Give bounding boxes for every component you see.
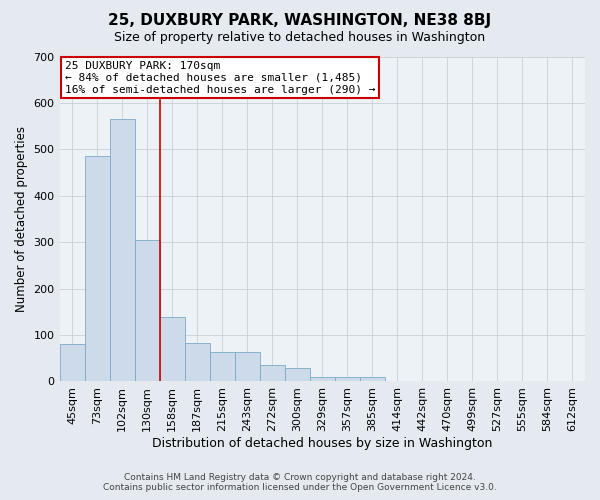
Bar bbox=[360, 377, 385, 382]
Text: 25, DUXBURY PARK, WASHINGTON, NE38 8BJ: 25, DUXBURY PARK, WASHINGTON, NE38 8BJ bbox=[109, 12, 491, 28]
Bar bbox=[134, 240, 160, 382]
Bar bbox=[310, 377, 335, 382]
Bar bbox=[335, 377, 360, 382]
Bar bbox=[110, 119, 134, 382]
Bar bbox=[209, 352, 235, 382]
Text: 25 DUXBURY PARK: 170sqm
← 84% of detached houses are smaller (1,485)
16% of semi: 25 DUXBURY PARK: 170sqm ← 84% of detache… bbox=[65, 62, 375, 94]
Bar bbox=[160, 318, 185, 382]
Bar bbox=[85, 156, 110, 382]
Text: Size of property relative to detached houses in Washington: Size of property relative to detached ho… bbox=[115, 31, 485, 44]
Bar bbox=[235, 352, 260, 382]
X-axis label: Distribution of detached houses by size in Washington: Distribution of detached houses by size … bbox=[152, 437, 493, 450]
Bar bbox=[285, 368, 310, 382]
Bar bbox=[185, 343, 209, 382]
Y-axis label: Number of detached properties: Number of detached properties bbox=[15, 126, 28, 312]
Bar bbox=[59, 344, 85, 382]
Text: Contains HM Land Registry data © Crown copyright and database right 2024.
Contai: Contains HM Land Registry data © Crown c… bbox=[103, 473, 497, 492]
Bar bbox=[260, 365, 285, 382]
